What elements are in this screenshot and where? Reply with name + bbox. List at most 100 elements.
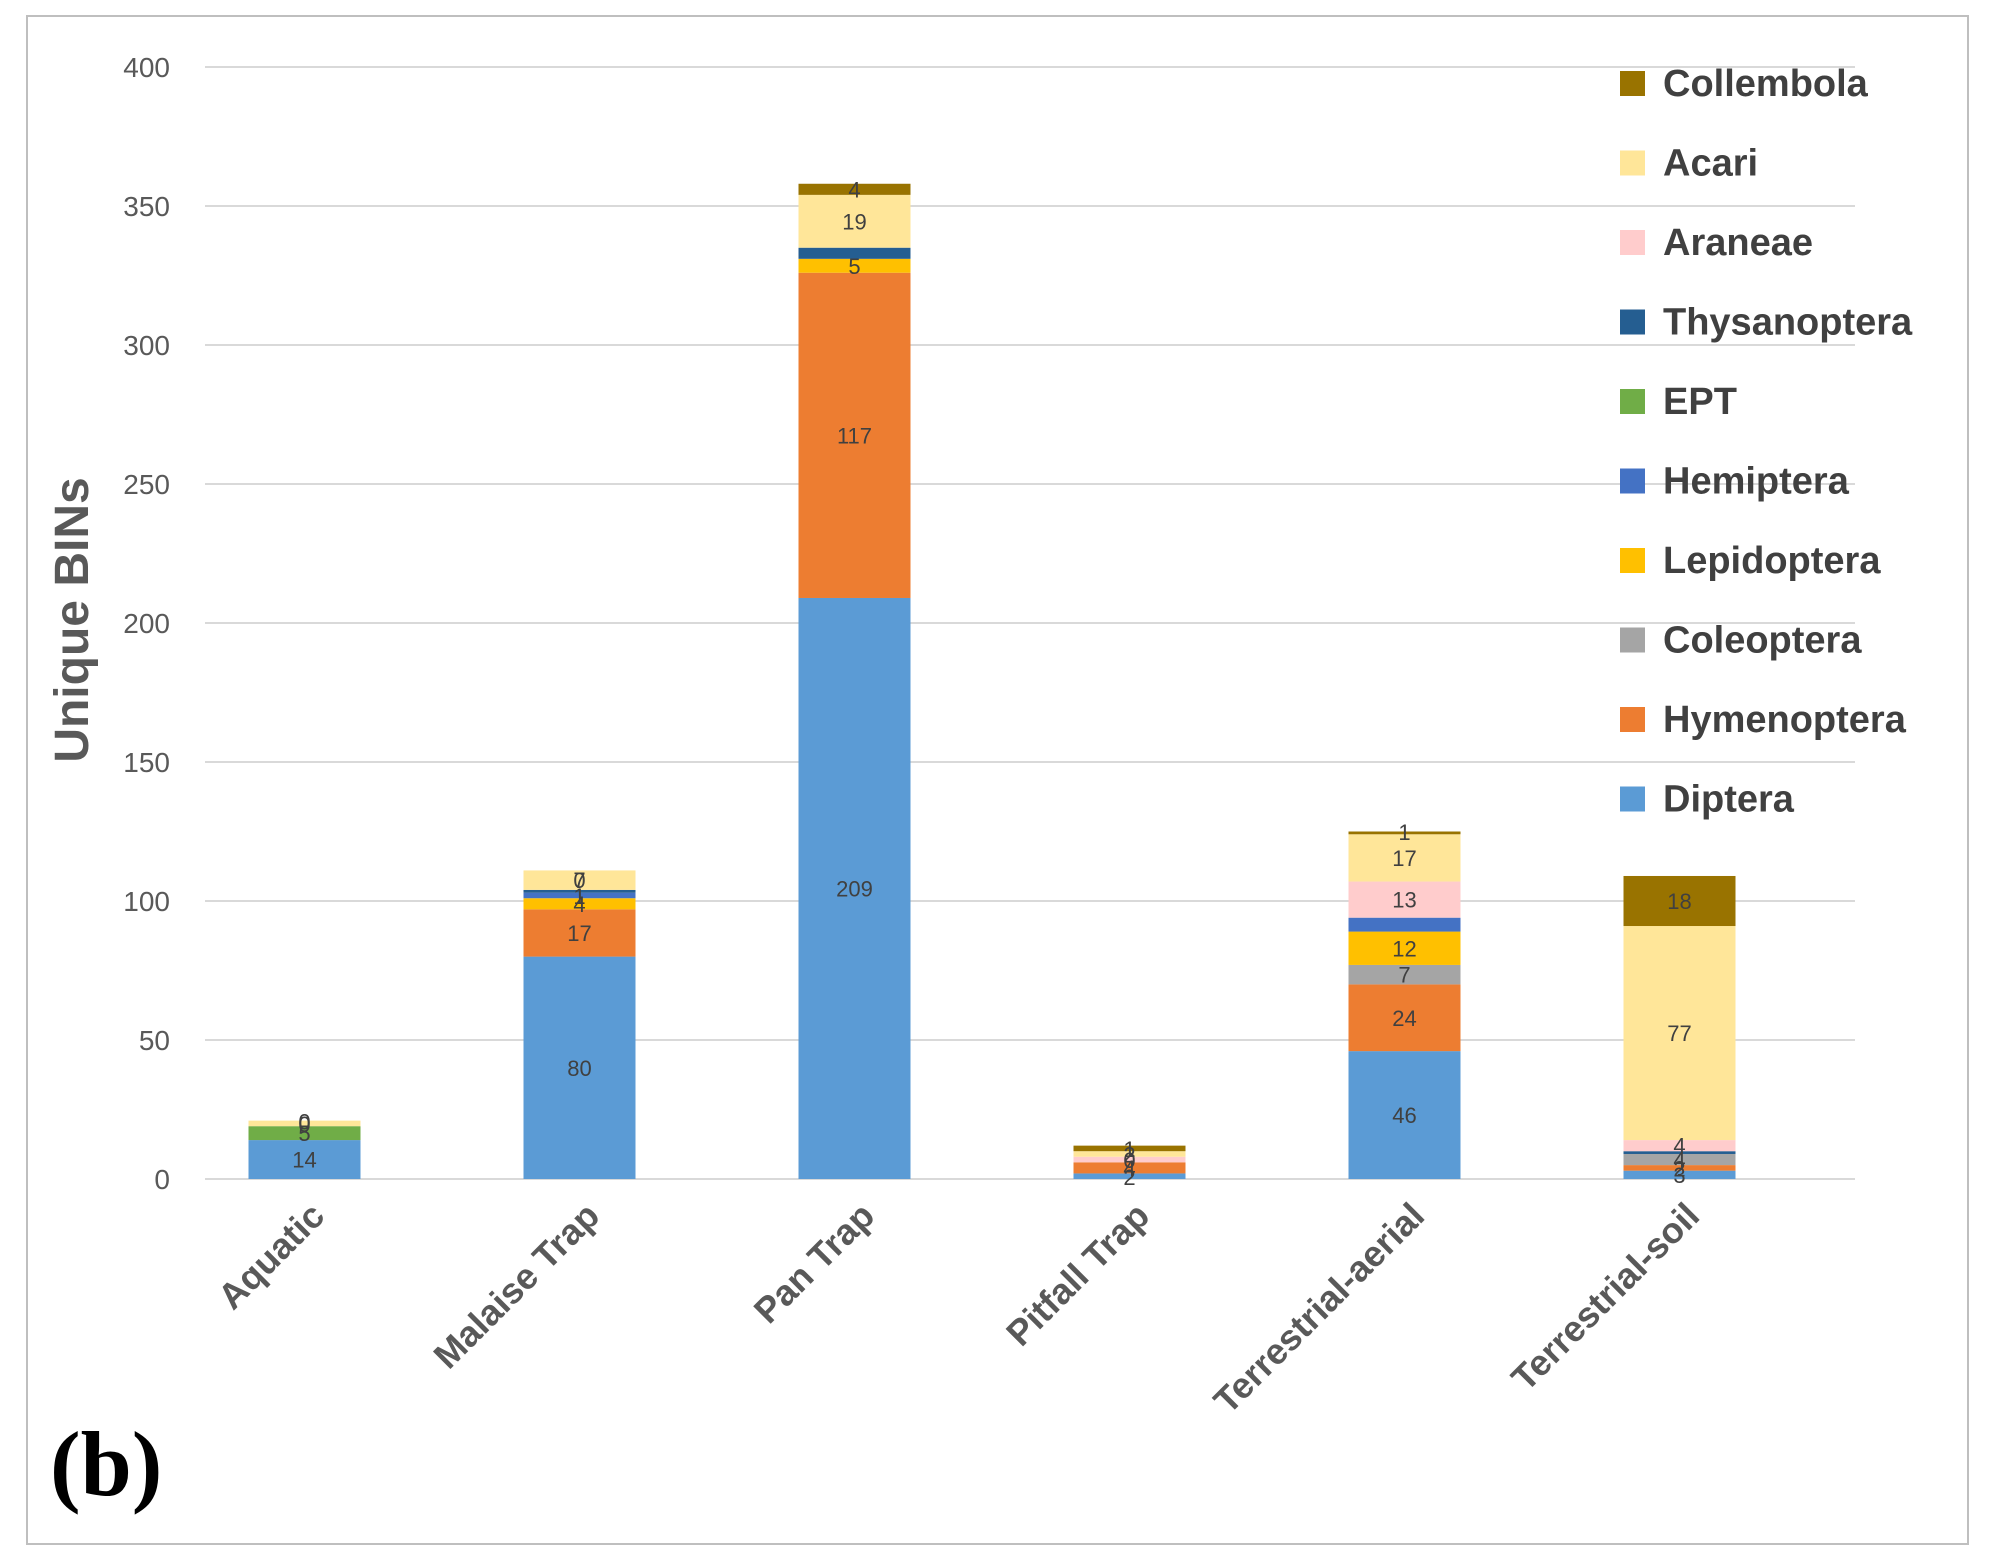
data-label-terrestrial-soil-hymenoptera: 2 — [1673, 1156, 1685, 1181]
data-label-aquatic-diptera: 14 — [292, 1148, 316, 1173]
y-tick-label-300: 300 — [123, 330, 170, 361]
bar-terrestrial-aerial-hymenoptera — [1348, 984, 1461, 1052]
bar-pan-trap-hymenoptera — [798, 272, 911, 598]
bar-terrestrial-aerial-coleoptera — [1348, 964, 1461, 985]
data-label-pitfall-trap-araneae: 0 — [1123, 1148, 1135, 1173]
bar-terrestrial-soil-collembola — [1623, 875, 1736, 927]
y-tick-label-200: 200 — [123, 608, 170, 639]
data-label-terrestrial-soil-diptera: 3 — [1673, 1163, 1685, 1188]
bar-pitfall-trap-acari — [1073, 1151, 1186, 1157]
data-label-malaise-trap-diptera: 80 — [567, 1056, 591, 1081]
data-label-terrestrial-aerial-hymenoptera: 24 — [1392, 1006, 1416, 1031]
bar-pan-trap-collembola — [798, 183, 911, 195]
data-label-malaise-trap-lepidoptera: 4 — [573, 892, 585, 917]
legend-label-hemiptera: Hemiptera — [1663, 461, 1850, 503]
category-label-terrestrial-aerial: Terrestrial-aerial — [1206, 1195, 1433, 1422]
data-label-pan-trap-diptera: 209 — [836, 876, 873, 901]
chart-frame — [26, 15, 1969, 1545]
data-label-pan-trap-hymenoptera: 117 — [837, 423, 872, 448]
legend-label-araneae: Araneae — [1663, 222, 1813, 264]
data-label-terrestrial-aerial-coleoptera: 7 — [1398, 963, 1410, 988]
y-tick-label-400: 400 — [123, 52, 170, 83]
bar-terrestrial-soil-coleoptera — [1623, 1153, 1736, 1166]
legend-label-hymenoptera: Hymenoptera — [1663, 699, 1907, 741]
legend-swatch-araneae — [1620, 230, 1645, 255]
data-label-terrestrial-soil-collembola: 18 — [1667, 889, 1691, 914]
bar-aquatic-diptera — [248, 1140, 361, 1179]
category-label-pitfall-trap: Pitfall Trap — [998, 1195, 1157, 1354]
data-label-malaise-trap-acari: 0 — [573, 868, 585, 893]
legend-swatch-hemiptera — [1620, 468, 1645, 494]
bar-pan-trap-lepidoptera — [798, 258, 911, 273]
bar-malaise-trap-hymenoptera — [523, 909, 636, 957]
y-axis-ticks: 0 50 100 150 200 250 300 350 400 — [123, 52, 170, 1195]
bar-aquatic-ept — [248, 1126, 361, 1141]
y-tick-label-50: 50 — [139, 1025, 170, 1056]
bar-pitfall-trap-collembola — [1073, 1145, 1186, 1152]
data-label-pan-trap-collembola: 4 — [848, 177, 860, 202]
bar-pan-trap-acari — [798, 194, 911, 248]
data-label-terrestrial-aerial-diptera: 46 — [1392, 1103, 1416, 1128]
data-label-aquatic-acari: 0 — [298, 1109, 310, 1134]
bar-pan-trap-diptera — [798, 597, 911, 1179]
bar-terrestrial-aerial-araneae — [1348, 881, 1461, 918]
y-tick-label-100: 100 — [123, 886, 170, 917]
data-label-pitfall-trap-collembola: 1 — [1123, 1137, 1135, 1162]
data-label-terrestrial-aerial-araneae: 13 — [1392, 888, 1416, 913]
data-label-aquatic-ept: 5 — [298, 1121, 310, 1146]
bar-terrestrial-soil-thysanoptera — [1623, 1151, 1736, 1154]
bar-pitfall-trap-araneae — [1073, 1156, 1186, 1163]
bar-pitfall-trap-hymenoptera — [1073, 1162, 1186, 1174]
category-label-malaise-trap: Malaise Trap — [425, 1195, 607, 1377]
bar-malaise-trap-hemiptera — [523, 892, 636, 899]
legend-label-collembola: Collembola — [1663, 63, 1869, 105]
data-label-terrestrial-aerial-collembola: 1 — [1398, 820, 1410, 845]
data-label-terrestrial-aerial-acari: 17 — [1392, 846, 1416, 871]
legend: Collembola Acari Araneae Thysanoptera EPT Hem… — [1620, 63, 1913, 821]
data-label-malaise-trap-hymenoptera: 17 — [567, 921, 591, 946]
y-tick-label-150: 150 — [123, 747, 170, 778]
legend-label-diptera: Diptera — [1663, 779, 1795, 821]
category-label-aquatic: Aquatic — [210, 1195, 332, 1317]
legend-label-ept: EPT — [1663, 381, 1737, 423]
data-label-terrestrial-soil-araneae: 4 — [1673, 1134, 1685, 1159]
legend-swatch-coleoptera — [1620, 627, 1645, 653]
legend-swatch-acari — [1620, 150, 1645, 176]
y-tick-label-350: 350 — [123, 191, 170, 222]
bar-terrestrial-soil-diptera — [1623, 1170, 1736, 1179]
data-label-pitfall-trap-diptera: 2 — [1123, 1165, 1135, 1190]
legend-label-lepidoptera: Lepidoptera — [1663, 540, 1881, 582]
bar-terrestrial-aerial-acari — [1348, 834, 1461, 882]
legend-swatch-collembola — [1620, 71, 1645, 96]
legend-swatch-thysanoptera — [1620, 309, 1645, 335]
data-label-pitfall-trap-acari: 2 — [1123, 1143, 1135, 1168]
bar-terrestrial-aerial-collembola — [1348, 831, 1461, 835]
legend-swatch-ept — [1620, 389, 1645, 414]
bar-malaise-trap-acari — [523, 870, 636, 890]
category-label-terrestrial-soil: Terrestrial-soil — [1503, 1195, 1707, 1399]
bars — [248, 183, 1736, 1179]
data-label-malaise-trap-acari: 7 — [573, 868, 585, 893]
data-label-terrestrial-aerial-lepidoptera: 12 — [1392, 936, 1416, 961]
data-label-malaise-trap-hemiptera: 1 — [573, 884, 585, 909]
legend-label-coleoptera: Coleoptera — [1663, 620, 1862, 662]
legend-swatch-hymenoptera — [1620, 707, 1645, 732]
legend-label-acari: Acari — [1663, 143, 1758, 185]
bar-terrestrial-aerial-hemiptera — [1348, 917, 1461, 932]
bar-terrestrial-soil-hymenoptera — [1623, 1165, 1736, 1171]
bar-terrestrial-aerial-lepidoptera — [1348, 931, 1461, 965]
y-tick-label-250: 250 — [123, 469, 170, 500]
legend-swatch-lepidoptera — [1620, 548, 1645, 573]
data-label-pan-trap-lepidoptera: 5 — [848, 254, 860, 279]
data-label-pan-trap-acari: 19 — [842, 209, 866, 234]
data-label-terrestrial-soil-coleoptera: 4 — [1673, 1148, 1685, 1173]
category-label-pan-trap: Pan Trap — [746, 1195, 883, 1332]
bar-malaise-trap-thysanoptera — [523, 889, 636, 893]
bar-malaise-trap-lepidoptera — [523, 898, 636, 910]
data-label-aquatic-acari: 0 — [298, 1112, 310, 1137]
x-axis-categories: Aquatic Malaise Trap Pan Trap Pitfall Trap T… — [210, 1195, 1707, 1422]
y-axis-label: Unique BINs — [46, 477, 99, 762]
legend-label-thysanoptera: Thysanoptera — [1663, 302, 1913, 344]
